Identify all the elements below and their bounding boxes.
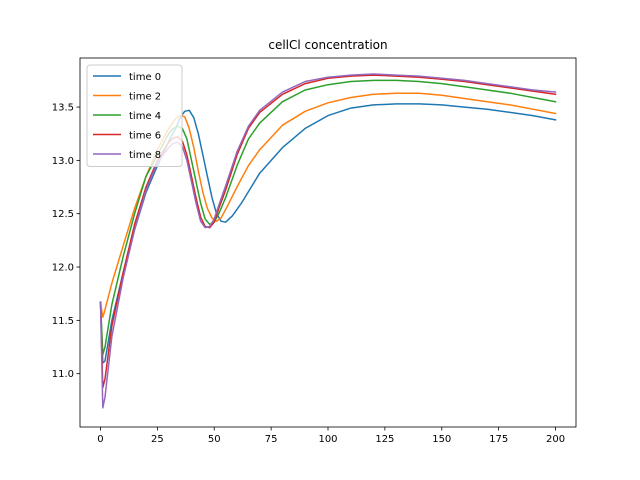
x-tick-label-1: 25 — [151, 434, 164, 445]
chart-title: cellCl concentration — [268, 38, 387, 52]
y-tick-label-4: 13.0 — [52, 156, 74, 167]
plot-lines — [99, 73, 557, 409]
legend: time 0 time 2 time 4 time 6 time 8 — [86, 64, 183, 167]
y-tick-label-0: 11.0 — [52, 369, 74, 380]
x-tick-label-7: 175 — [489, 434, 508, 445]
x-tick-label-8: 200 — [546, 434, 565, 445]
legend-label-1: time 2 — [129, 92, 161, 103]
x-tick-label-2: 50 — [208, 434, 221, 445]
series-line-3 — [99, 74, 557, 389]
y-tick-label-3: 12.5 — [52, 209, 74, 220]
legend-label-3: time 6 — [129, 131, 161, 142]
y-tick-label-5: 13.5 — [52, 103, 74, 114]
x-tick-label-4: 100 — [318, 434, 337, 445]
y-axis: 11.0 11.5 12.0 12.5 13.0 13.5 — [52, 103, 80, 380]
x-axis: 0 25 50 75 100 125 150 175 200 — [97, 427, 565, 445]
legend-label-0: time 0 — [129, 72, 161, 83]
x-tick-label-3: 75 — [265, 434, 278, 445]
legend-label-4: time 8 — [129, 150, 161, 161]
y-tick-label-2: 12.0 — [52, 263, 74, 274]
legend-label-2: time 4 — [129, 111, 161, 122]
x-tick-label-5: 125 — [375, 434, 394, 445]
legend-box — [86, 64, 183, 167]
x-tick-label-6: 150 — [432, 434, 451, 445]
series-line-4 — [99, 73, 557, 409]
y-tick-label-1: 11.5 — [52, 316, 74, 327]
x-tick-label-0: 0 — [97, 434, 103, 445]
